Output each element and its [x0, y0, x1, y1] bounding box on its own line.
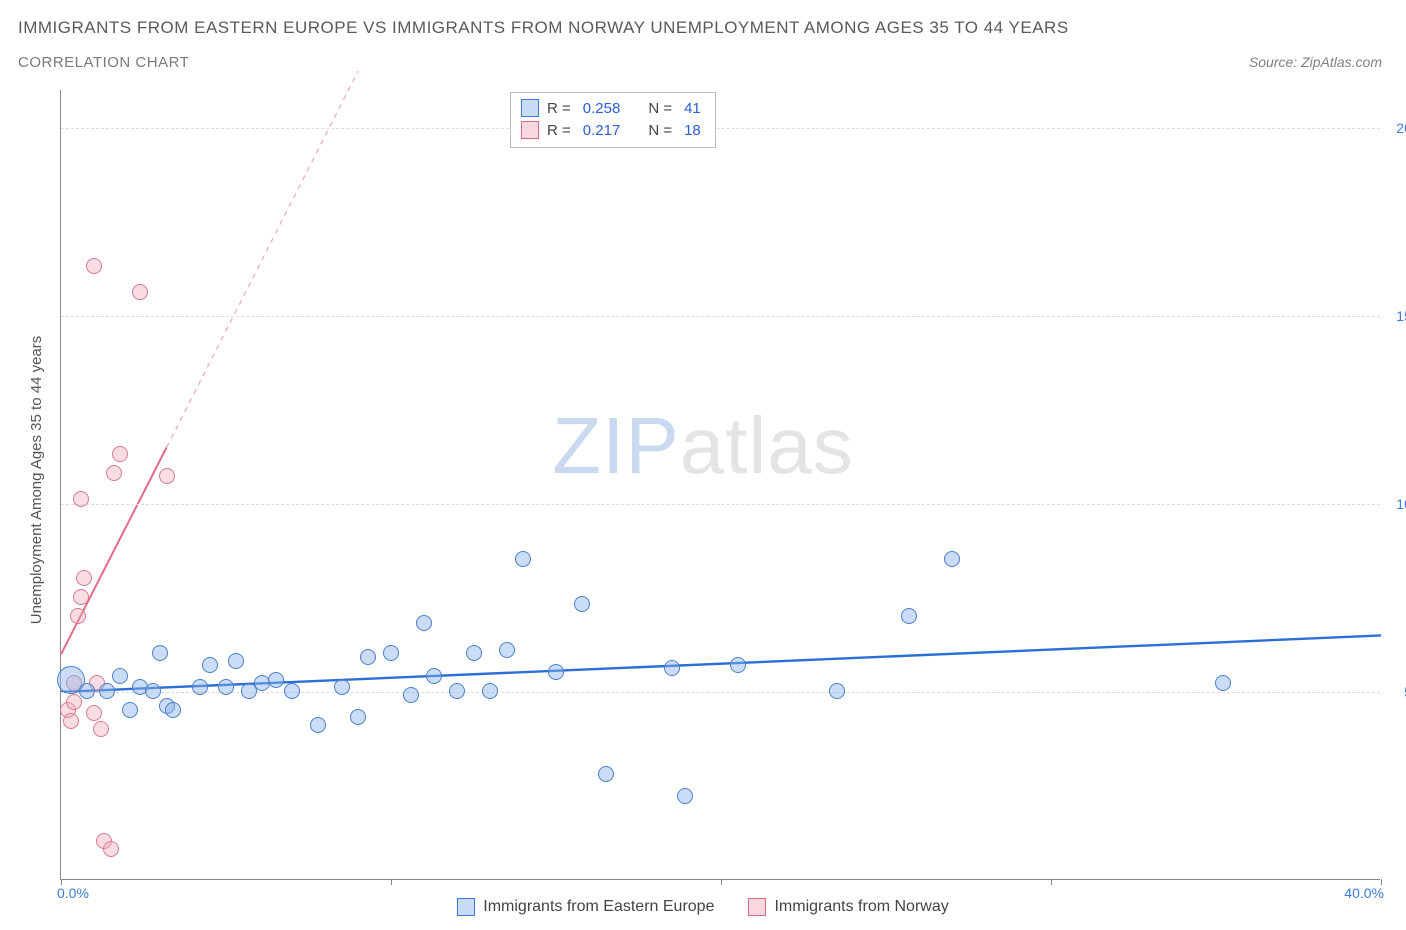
- data-point: [70, 608, 86, 624]
- n-value: 18: [680, 122, 705, 139]
- data-point: [829, 683, 845, 699]
- data-point: [426, 668, 442, 684]
- series-legend: Immigrants from Eastern Europe Immigrant…: [0, 898, 1406, 916]
- gridline: [61, 692, 1380, 693]
- y-axis-label: Unemployment Among Ages 35 to 44 years: [28, 336, 45, 625]
- r-label: R =: [547, 100, 571, 117]
- x-tick: [1051, 879, 1052, 885]
- n-value: 41: [680, 100, 705, 117]
- data-point: [334, 679, 350, 695]
- data-point: [66, 694, 82, 710]
- data-point: [730, 657, 746, 673]
- data-point: [944, 551, 960, 567]
- data-point: [228, 653, 244, 669]
- trend-lines-layer: [61, 90, 1380, 879]
- y-tick-label: 20.0%: [1396, 120, 1406, 136]
- x-tick: [391, 879, 392, 885]
- correlation-legend: R = 0.258 N = 41 R = 0.217 N = 18: [510, 92, 716, 148]
- data-point: [449, 683, 465, 699]
- data-point: [63, 713, 79, 729]
- data-point: [76, 570, 92, 586]
- r-label: R =: [547, 122, 571, 139]
- data-point: [112, 668, 128, 684]
- data-point: [360, 649, 376, 665]
- data-point: [664, 660, 680, 676]
- r-value: 0.217: [579, 122, 625, 139]
- data-point: [79, 683, 95, 699]
- legend-swatch-blue: [521, 99, 539, 117]
- gridline: [61, 316, 1380, 317]
- data-point: [574, 596, 590, 612]
- source-attribution: Source: ZipAtlas.com: [1249, 54, 1382, 70]
- data-point: [106, 465, 122, 481]
- data-point: [499, 642, 515, 658]
- data-point: [99, 683, 115, 699]
- legend-swatch-pink: [521, 121, 539, 139]
- data-point: [268, 672, 284, 688]
- data-point: [1215, 675, 1231, 691]
- scatter-chart: 5.0%10.0%15.0%20.0%0.0%40.0%: [60, 90, 1380, 880]
- data-point: [192, 679, 208, 695]
- n-label: N =: [648, 100, 672, 117]
- legend-row: R = 0.217 N = 18: [521, 119, 705, 141]
- data-point: [145, 683, 161, 699]
- data-point: [466, 645, 482, 661]
- legend-label: Immigrants from Norway: [774, 898, 948, 916]
- gridline: [61, 504, 1380, 505]
- data-point: [86, 705, 102, 721]
- data-point: [73, 589, 89, 605]
- r-value: 0.258: [579, 100, 625, 117]
- data-point: [284, 683, 300, 699]
- data-point: [86, 258, 102, 274]
- data-point: [350, 709, 366, 725]
- legend-swatch-pink: [748, 898, 766, 916]
- data-point: [122, 702, 138, 718]
- legend-label: Immigrants from Eastern Europe: [483, 898, 714, 916]
- legend-item: Immigrants from Eastern Europe: [457, 898, 714, 916]
- y-tick-label: 10.0%: [1396, 496, 1406, 512]
- y-tick-label: 15.0%: [1396, 308, 1406, 324]
- legend-row: R = 0.258 N = 41: [521, 97, 705, 119]
- data-point: [218, 679, 234, 695]
- data-point: [73, 491, 89, 507]
- data-point: [515, 551, 531, 567]
- data-point: [152, 645, 168, 661]
- data-point: [598, 766, 614, 782]
- data-point: [202, 657, 218, 673]
- gridline: [61, 128, 1380, 129]
- chart-title: IMMIGRANTS FROM EASTERN EUROPE VS IMMIGR…: [18, 18, 1069, 38]
- legend-item: Immigrants from Norway: [748, 898, 948, 916]
- data-point: [132, 284, 148, 300]
- data-point: [159, 468, 175, 484]
- n-label: N =: [648, 122, 672, 139]
- data-point: [103, 841, 119, 857]
- data-point: [482, 683, 498, 699]
- data-point: [677, 788, 693, 804]
- data-point: [112, 446, 128, 462]
- data-point: [416, 615, 432, 631]
- data-point: [310, 717, 326, 733]
- legend-swatch-blue: [457, 898, 475, 916]
- data-point: [901, 608, 917, 624]
- chart-subtitle: CORRELATION CHART: [18, 54, 189, 71]
- data-point: [383, 645, 399, 661]
- data-point: [403, 687, 419, 703]
- x-tick: [721, 879, 722, 885]
- data-point: [93, 721, 109, 737]
- data-point: [165, 702, 181, 718]
- data-point: [548, 664, 564, 680]
